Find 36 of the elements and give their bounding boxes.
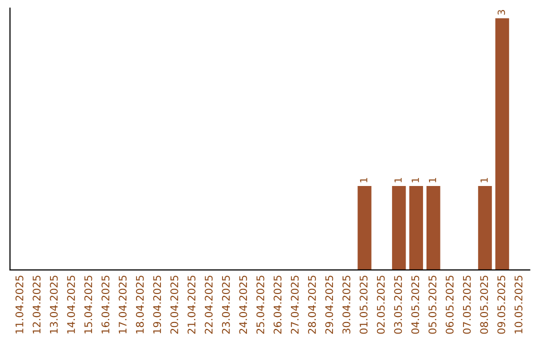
data-label: 1 xyxy=(394,178,402,182)
data-label: 1 xyxy=(480,178,488,182)
x-tick-label: 11.04.2025 xyxy=(15,276,24,334)
x-tick-label: 28.04.2025 xyxy=(308,276,316,334)
x-tick-label: 21.04.2025 xyxy=(188,276,196,334)
x-tick-label: 30.04.2025 xyxy=(342,276,350,334)
x-tick-label: 07.05.2025 xyxy=(462,276,471,334)
x-tick-label: 03.05.2025 xyxy=(394,276,402,334)
x-tick-label: 04.05.2025 xyxy=(411,276,420,334)
x-tick-label: 20.04.2025 xyxy=(170,276,178,334)
x-tick-label: 26.04.2025 xyxy=(274,276,282,334)
x-tick-label: 09.05.2025 xyxy=(497,276,506,334)
x-tick-label: 08.05.2025 xyxy=(480,276,488,334)
x-tick-label: 14.04.2025 xyxy=(67,276,75,334)
x-tick-label: 22.04.2025 xyxy=(204,276,213,334)
x-tick-label: 16.04.2025 xyxy=(102,276,110,334)
x-tick-label: 06.05.2025 xyxy=(446,276,454,334)
x-tick-label: 23.04.2025 xyxy=(222,276,230,334)
data-label: 3 xyxy=(498,10,506,15)
x-tick-label: 15.04.2025 xyxy=(84,276,92,334)
x-tick-label: 10.05.2025 xyxy=(514,276,522,334)
data-label: 1 xyxy=(360,178,368,182)
x-tick-label: 24.04.2025 xyxy=(239,276,248,334)
x-tick-label: 13.04.2025 xyxy=(50,276,58,334)
x-tick-label: 27.04.2025 xyxy=(290,276,299,334)
data-label: 1 xyxy=(428,178,436,182)
x-tick-label: 18.04.2025 xyxy=(136,276,144,334)
x-tick-label: 02.05.2025 xyxy=(376,276,385,334)
x-tick-label: 05.05.2025 xyxy=(428,276,436,334)
x-tick-label: 19.04.2025 xyxy=(153,276,162,334)
x-tick-label: 29.04.2025 xyxy=(325,276,334,334)
x-tick-label: 17.04.2025 xyxy=(118,276,127,334)
data-label: 1 xyxy=(412,178,419,182)
x-tick-label: 01.05.2025 xyxy=(360,276,368,334)
x-tick-label: 25.04.2025 xyxy=(256,276,264,334)
x-tick-label: 12.04.2025 xyxy=(32,276,41,334)
